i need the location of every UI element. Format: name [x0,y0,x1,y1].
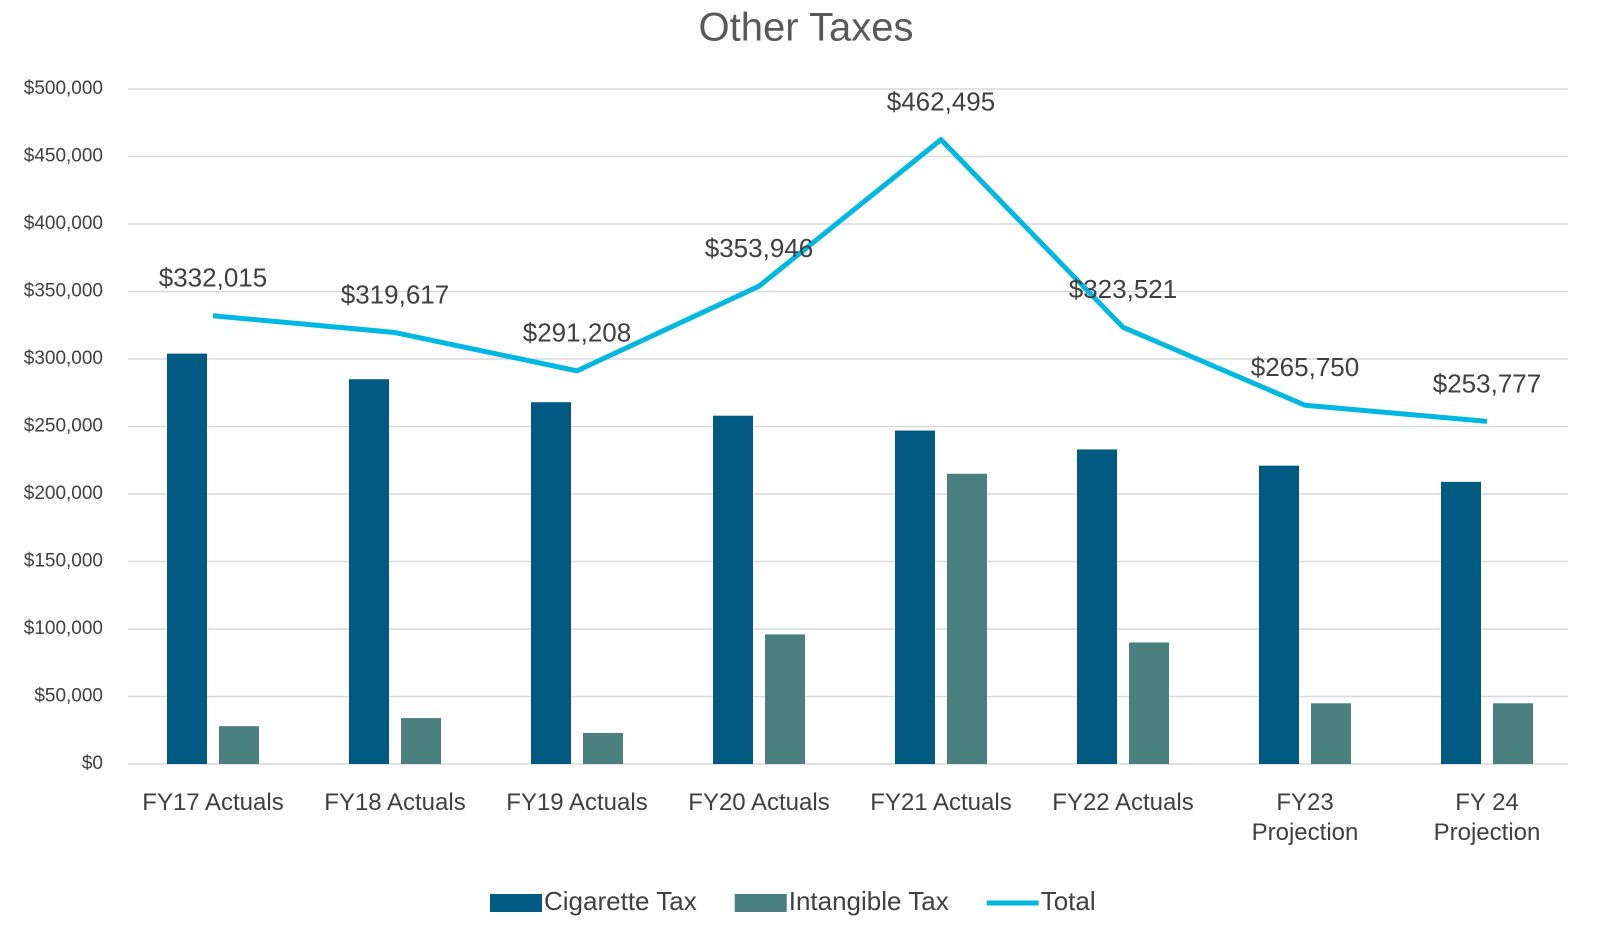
bar [1129,642,1169,764]
legend-label: Cigarette Tax [544,886,697,916]
y-tick-label: $350,000 [24,281,103,302]
bar [947,473,987,764]
bar [1259,465,1299,764]
bar [895,430,935,764]
bar [765,634,805,764]
x-tick-label: FY18 Actuals [324,789,466,816]
x-tick-label: FY20 Actuals [688,789,830,816]
x-tick-label: FY17 Actuals [142,789,284,816]
bar [349,379,389,764]
bar [1077,449,1117,764]
bar [1441,481,1481,764]
bar [1311,703,1351,764]
x-tick-label: FY22 Actuals [1052,789,1194,816]
data-label: $332,015 [159,263,267,293]
x-tick-label: FY 24 Projection [1433,789,1541,846]
data-label: $265,750 [1251,352,1359,382]
data-label: $291,208 [523,318,631,348]
y-tick-label: $50,000 [34,686,103,707]
bar [531,402,571,764]
bar [167,353,207,764]
data-label: $319,617 [341,279,449,309]
data-label: $323,521 [1069,274,1177,304]
y-tick-label: $150,000 [24,551,103,572]
y-tick-label: $450,000 [24,146,103,167]
legend-label: Total [1041,886,1096,916]
y-tick-label: $300,000 [24,348,103,369]
y-tick-label: $100,000 [24,618,103,639]
y-tick-label: $400,000 [24,213,103,234]
y-tick-label: $250,000 [24,416,103,437]
bar [401,718,441,764]
legend-swatch [734,894,787,912]
data-label: $462,495 [887,87,995,117]
x-tick-label: FY23 Projection [1251,789,1359,846]
data-label: $253,777 [1433,368,1541,398]
y-tick-label: $500,000 [24,78,103,99]
bar [583,732,623,764]
x-tick-label: FY19 Actuals [506,789,648,816]
y-tick-label: $0 [82,753,103,774]
legend-swatch [490,894,542,912]
chart-title: Other Taxes [699,6,914,50]
data-label: $353,946 [705,233,813,263]
bar [713,415,753,764]
bar [1493,703,1533,764]
y-tick-label: $200,000 [24,483,103,504]
line [212,137,1488,424]
bar [219,726,259,764]
x-tick-label: FY21 Actuals [870,789,1012,816]
legend-label: Intangible Tax [789,886,949,916]
